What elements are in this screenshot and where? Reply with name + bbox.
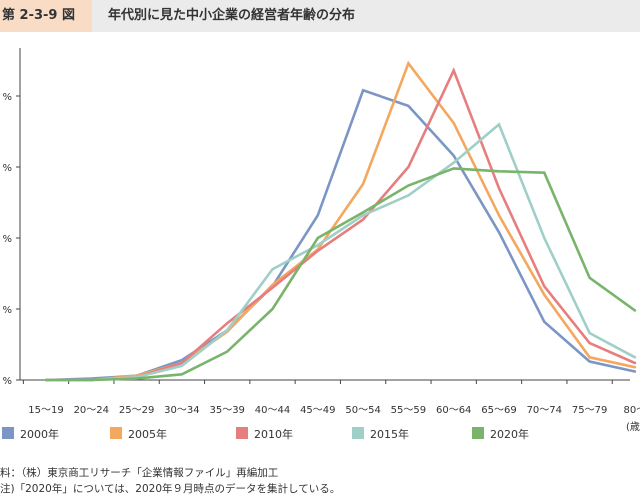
x-tick-label: 45〜49 <box>300 405 335 416</box>
legend-item-5: 2020年 <box>472 425 529 445</box>
legend-item-4: 2015年 <box>352 425 409 445</box>
legend-item-3: 2010年 <box>236 425 293 445</box>
legend-swatch <box>110 427 122 439</box>
x-tick-label: 60〜64 <box>436 405 471 416</box>
legend-item-2: 2005年 <box>110 425 167 445</box>
source-note: 料：（株）東京商工リサーチ「企業情報ファイル」再編加工 <box>0 467 279 479</box>
legend-label: 2005年 <box>128 428 167 441</box>
x-tick-label: 15〜19 <box>28 405 63 416</box>
series-line-2 <box>44 60 637 382</box>
x-tick-label: 80〜 <box>624 405 640 416</box>
figure-notes: 料：（株）東京商工リサーチ「企業情報ファイル」再編加工 注)「2020年」につい… <box>0 465 340 497</box>
x-tick-label: 55〜59 <box>391 405 426 416</box>
y-tick-label: % <box>2 376 12 387</box>
x-axis-unit: (歳 <box>626 422 640 433</box>
legend-label: 2000年 <box>20 428 59 441</box>
x-tick-label: 70〜74 <box>527 405 562 416</box>
legend-label: 2020年 <box>490 428 529 441</box>
legend-swatch <box>2 427 14 439</box>
x-tick-label: 40〜44 <box>255 405 290 416</box>
series-line-4 <box>44 122 637 382</box>
x-tick-label: 30〜34 <box>164 405 199 416</box>
x-tick-label: 75〜79 <box>572 405 607 416</box>
figure-header: 第 2-3-9 図 年代別に見た中小企業の経営者年齢の分布 <box>0 0 640 32</box>
legend-swatch <box>472 427 484 439</box>
x-tick-label: 50〜54 <box>345 405 380 416</box>
y-tick-label: % <box>2 92 12 103</box>
legend-label: 2010年 <box>254 428 293 441</box>
legend-label: 2015年 <box>370 428 409 441</box>
x-tick-label: 35〜39 <box>209 405 244 416</box>
line-chart: %%%%% 15〜19 20〜24 25〜29 30〜34 35〜39 40〜44 45〜49… <box>2 48 640 416</box>
y-tick-label: % <box>2 163 12 174</box>
footnote: 注)「2020年」については、2020年９月時点のデータを集計している。 <box>0 483 341 495</box>
y-tick-label: % <box>2 234 12 245</box>
x-tick-label: 65〜69 <box>481 405 516 416</box>
series-line-5 <box>44 167 637 382</box>
legend-item-1: 2000年 <box>2 425 59 445</box>
y-tick-label: % <box>2 305 12 316</box>
x-tick-label: 25〜29 <box>119 405 154 416</box>
figure-number: 第 2-3-9 図 <box>0 0 92 32</box>
chart-legend: 2000年 2005年 2010年 2015年 2020年 <box>0 425 640 445</box>
figure-title: 年代別に見た中小企業の経営者年齢の分布 <box>108 8 356 23</box>
legend-swatch <box>352 427 364 439</box>
x-tick-label: 20〜24 <box>74 405 109 416</box>
legend-swatch <box>236 427 248 439</box>
